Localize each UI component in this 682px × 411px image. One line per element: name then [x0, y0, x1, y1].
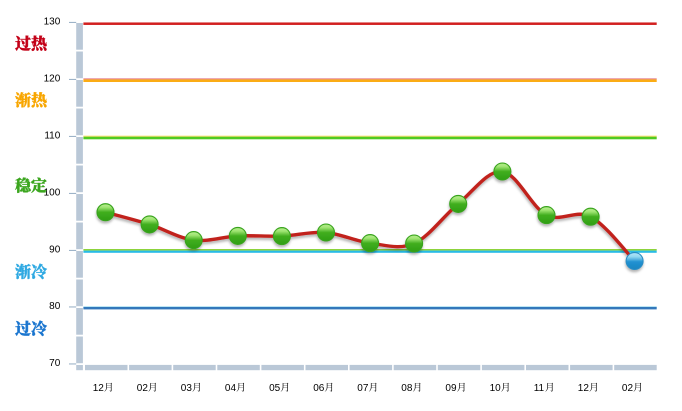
svg-text:02: 02 — [622, 383, 634, 394]
svg-text:04: 04 — [225, 383, 237, 394]
svg-text:110: 110 — [44, 131, 60, 142]
svg-text:70: 70 — [49, 358, 61, 369]
svg-text:10: 10 — [490, 383, 502, 394]
svg-text:03: 03 — [181, 383, 193, 394]
svg-text:11: 11 — [534, 383, 545, 394]
svg-text:12: 12 — [93, 383, 105, 394]
svg-text:130: 130 — [44, 17, 61, 28]
svg-text:90: 90 — [49, 245, 61, 256]
svg-text:02: 02 — [137, 383, 149, 394]
svg-text:08: 08 — [401, 383, 413, 394]
svg-text:07: 07 — [357, 383, 369, 394]
svg-text:09: 09 — [445, 383, 457, 394]
svg-text:120: 120 — [44, 74, 61, 85]
svg-text:05: 05 — [269, 383, 281, 394]
svg-text:80: 80 — [49, 301, 61, 312]
svg-text:06: 06 — [313, 383, 325, 394]
svg-text:12: 12 — [578, 383, 590, 394]
svg-text:100: 100 — [44, 188, 61, 199]
